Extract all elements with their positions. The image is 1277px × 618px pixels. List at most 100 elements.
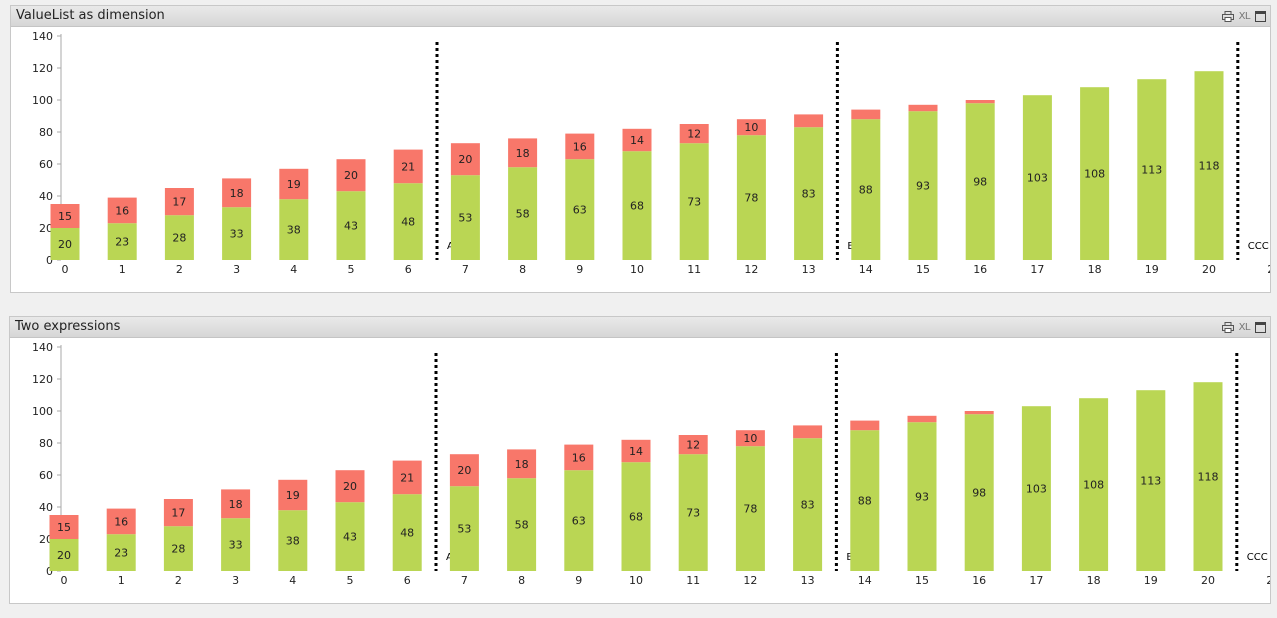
bar-red (908, 104, 938, 112)
bar-green (106, 534, 136, 571)
caption-bar[interactable]: Two expressions XL (10, 317, 1270, 338)
x-tick-label: 15 (915, 574, 929, 587)
bar-green (222, 207, 252, 260)
bar-green (851, 119, 881, 260)
bar-red (735, 430, 765, 447)
y-tick-label: 60 (39, 158, 53, 171)
data-label-red: 19 (286, 489, 300, 502)
print-icon[interactable] (1221, 321, 1234, 334)
maximize-icon[interactable] (1255, 10, 1266, 23)
bar-green (794, 127, 824, 260)
data-label-green: 38 (286, 535, 300, 548)
bar-red (793, 425, 823, 439)
data-label-red: 12 (686, 439, 700, 452)
bar-red (221, 489, 251, 519)
data-label-green: 33 (230, 228, 244, 241)
chart-panel-two-expressions: Two expressions XL 0 20 40 60 80 100 120 140 15 2… (9, 316, 1271, 604)
x-tick-label: 14 (859, 263, 873, 276)
x-tick-label: 7 (462, 263, 469, 276)
x-tick-label: 12 (744, 263, 758, 276)
bar-green (449, 486, 479, 571)
bar-red (164, 188, 194, 216)
data-label-green: 73 (687, 196, 701, 209)
data-label-green: 58 (516, 208, 530, 221)
bar-red (964, 411, 994, 415)
maximize-icon[interactable] (1255, 321, 1266, 334)
bar-red (106, 508, 136, 535)
y-tick-label: 80 (39, 437, 53, 450)
x-tick-label: 3 (232, 574, 239, 587)
x-tick-label: 2 (176, 263, 183, 276)
bar-green (49, 539, 79, 571)
data-label-red: 18 (516, 147, 530, 160)
x-tick-label: 21 (1267, 263, 1270, 276)
bar-chart: 0204060801001201401520016231172821833319… (32, 30, 1270, 276)
caption-icons: XL (1217, 320, 1266, 334)
data-label-red: 17 (172, 196, 186, 209)
x-tick-label: 14 (858, 574, 872, 587)
separator-label: CCC (1247, 552, 1268, 563)
bar-green (1022, 95, 1052, 260)
bar-red (565, 133, 595, 160)
x-tick-label: 20 (1202, 263, 1216, 276)
x-tick-label: 18 (1087, 574, 1101, 587)
data-label-red: 20 (457, 464, 471, 477)
data-label-green: 48 (401, 216, 415, 229)
x-tick-label: 4 (289, 574, 296, 587)
data-label-green: 68 (629, 511, 643, 524)
bar-red (392, 460, 422, 495)
x-tick-label: 13 (801, 574, 815, 587)
y-tick-label: 120 (32, 62, 53, 75)
x-tick-label: 0 (61, 574, 68, 587)
bar-red (851, 109, 881, 120)
data-label-red: 20 (343, 480, 357, 493)
print-icon[interactable] (1221, 10, 1234, 23)
data-label-red: 19 (287, 178, 301, 191)
bar-green (1021, 406, 1051, 571)
x-tick-label: 7 (461, 574, 468, 587)
bar-green (564, 470, 594, 571)
data-label-red: 14 (629, 445, 643, 458)
y-tick-label: 60 (39, 469, 53, 482)
bar-green (907, 422, 937, 571)
caption-bar[interactable]: ValueList as dimension XL (11, 6, 1270, 27)
bar-green (107, 223, 137, 260)
bar-red (222, 178, 252, 208)
data-label-green: 108 (1083, 479, 1104, 492)
data-label-green: 58 (515, 519, 529, 532)
data-label-green: 53 (457, 523, 471, 536)
data-label-red: 21 (401, 160, 415, 173)
x-tick-label: 8 (519, 263, 526, 276)
bar-green (1079, 398, 1109, 571)
bar-green (163, 526, 193, 571)
data-label-red: 17 (171, 507, 185, 520)
x-tick-label: 8 (518, 574, 525, 587)
bar-red (907, 415, 937, 423)
data-label-green: 63 (573, 204, 587, 217)
data-label-green: 73 (686, 507, 700, 520)
bar-red (50, 204, 80, 228)
x-tick-label: 11 (687, 263, 701, 276)
x-tick-label: 16 (973, 263, 987, 276)
data-label-green: 20 (58, 238, 72, 251)
data-label-red: 12 (687, 128, 701, 141)
bar-red (622, 128, 652, 152)
bar-green (1194, 71, 1224, 260)
x-tick-label: 1 (119, 263, 126, 276)
bar-green (1137, 79, 1167, 260)
data-label-red: 10 (743, 432, 757, 445)
y-tick-label: 0 (46, 565, 53, 578)
data-label-red: 18 (515, 458, 529, 471)
data-label-green: 93 (916, 180, 930, 193)
x-tick-label: 6 (405, 263, 412, 276)
xl-export-icon[interactable]: XL (1238, 321, 1251, 333)
xl-export-icon[interactable]: XL (1238, 10, 1251, 22)
data-label-green: 98 (973, 176, 987, 189)
data-label-green: 28 (172, 232, 186, 245)
x-tick-label: 18 (1088, 263, 1102, 276)
bar-red (850, 420, 880, 431)
bar-red (393, 149, 423, 184)
data-label-green: 68 (630, 200, 644, 213)
data-label-green: 33 (229, 539, 243, 552)
bar-red (508, 138, 538, 168)
